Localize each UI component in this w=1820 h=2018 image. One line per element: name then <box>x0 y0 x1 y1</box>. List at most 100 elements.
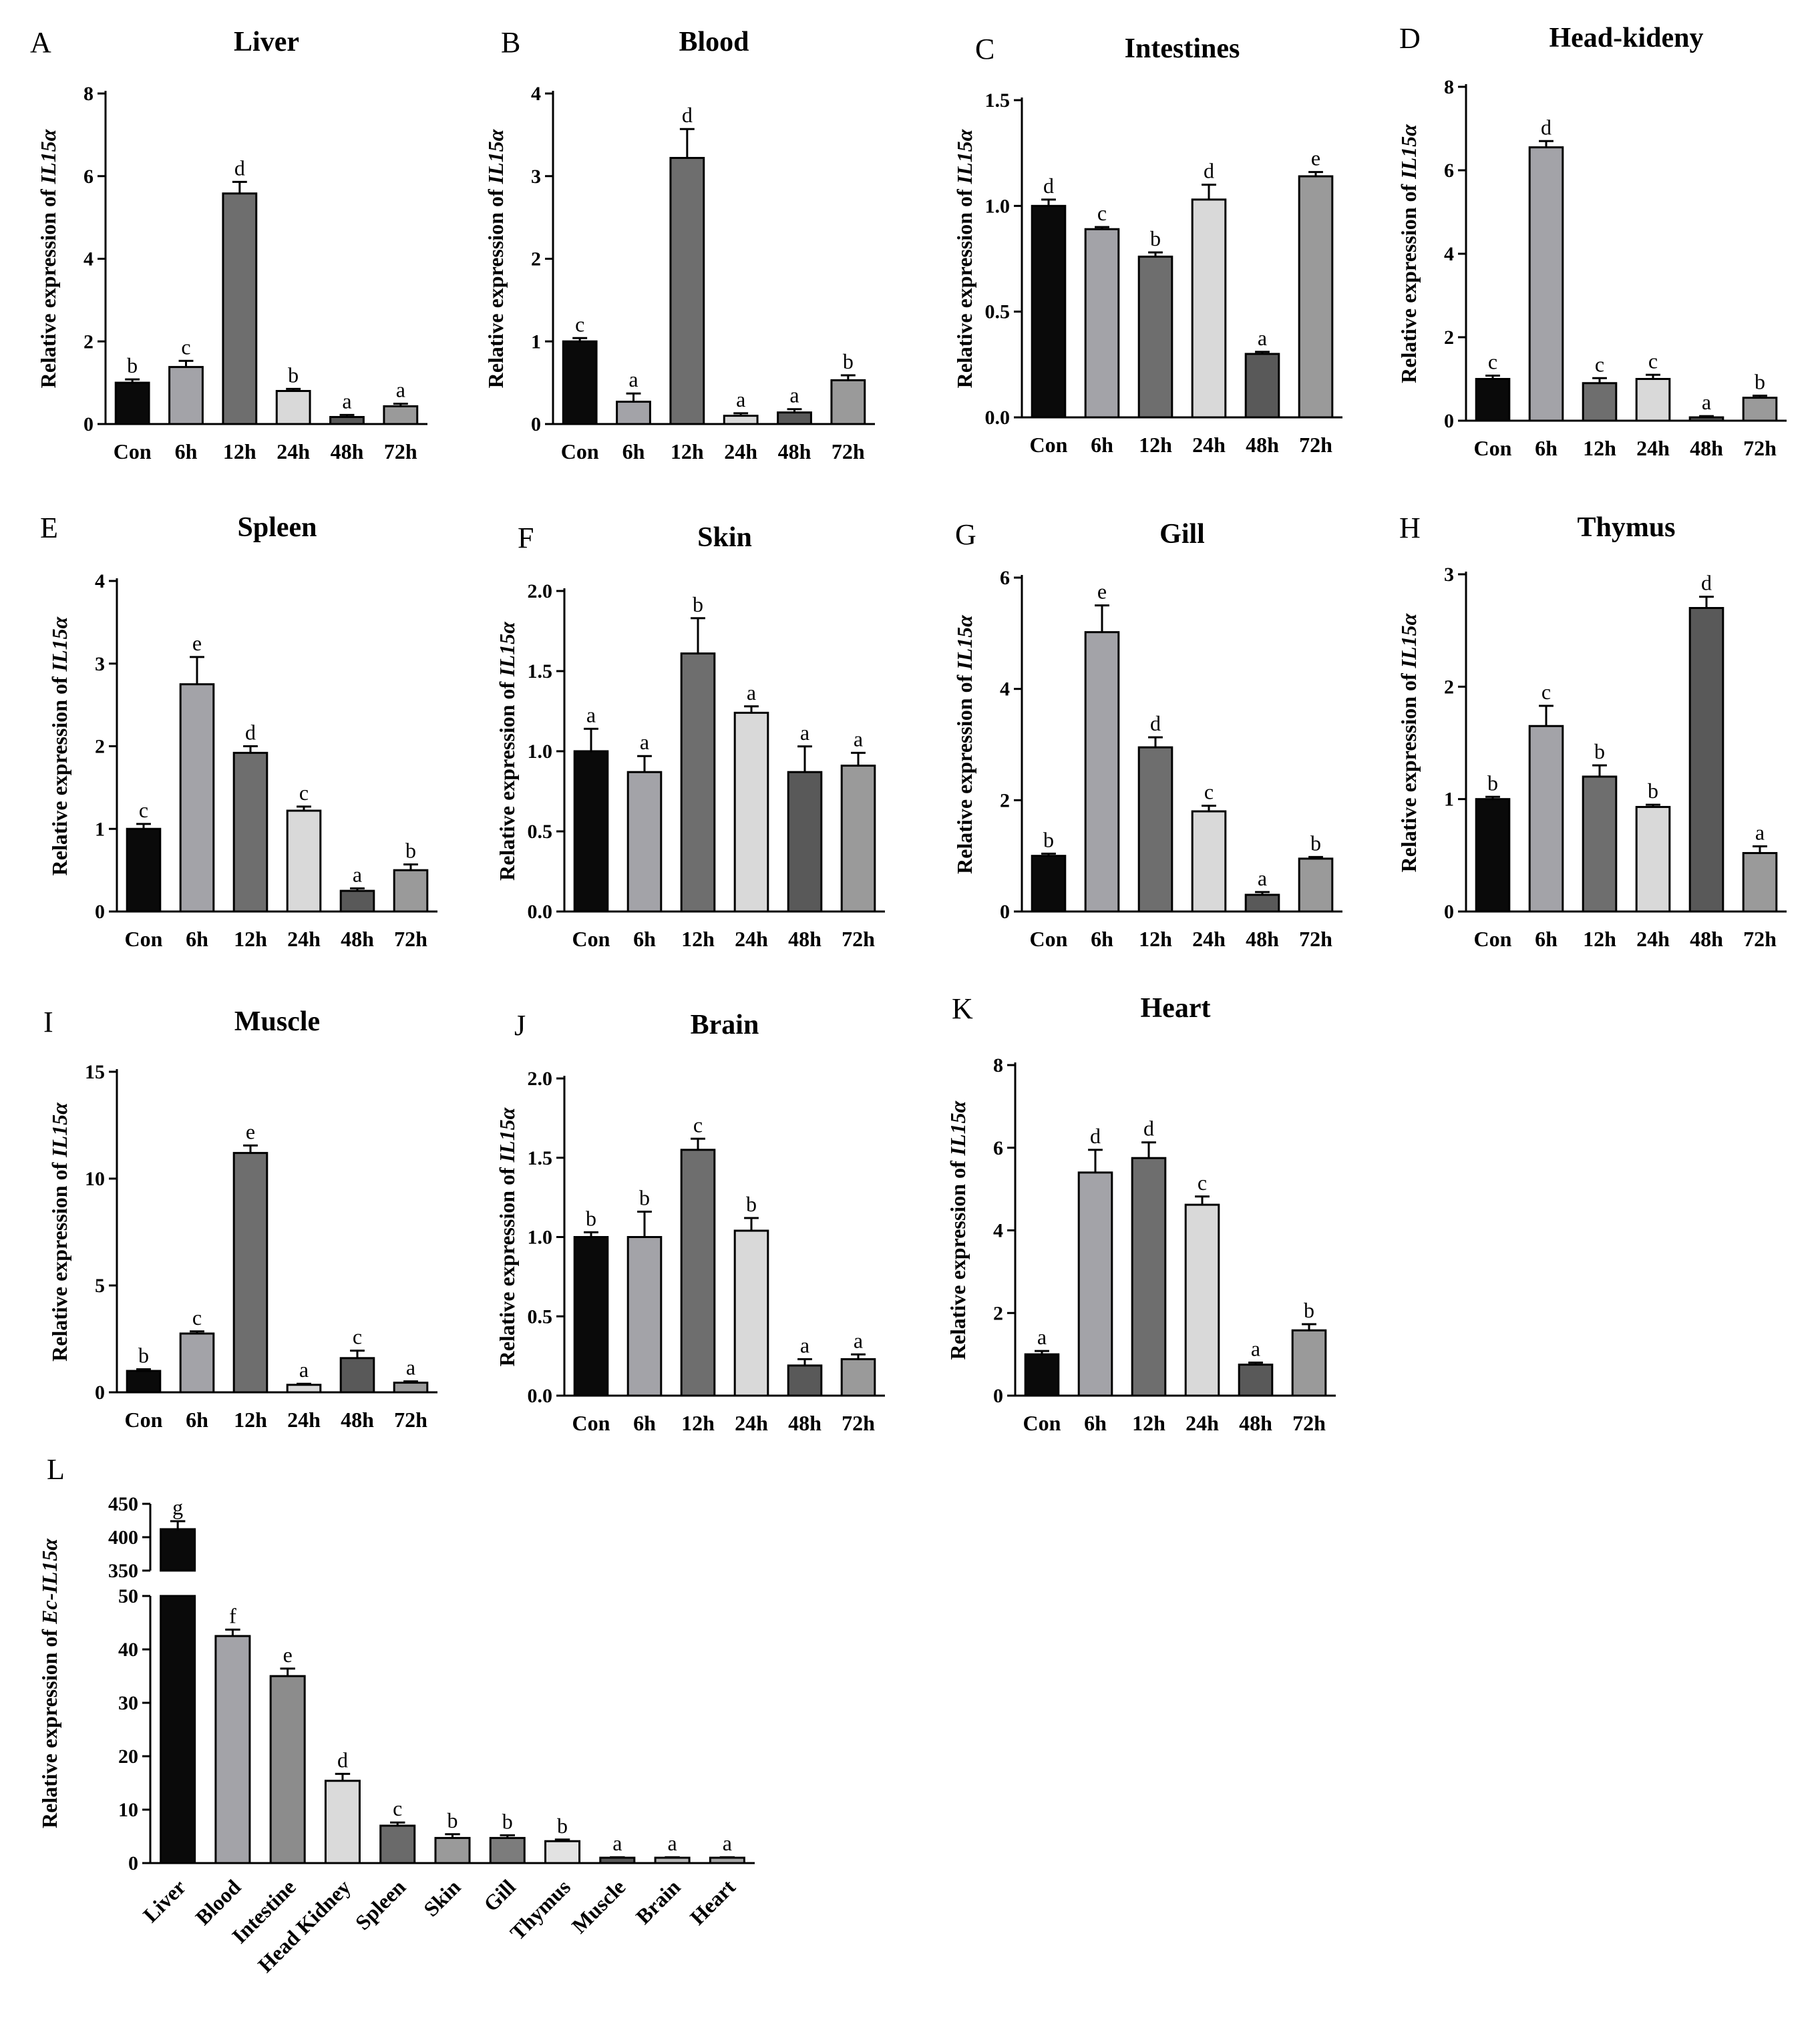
panel-letter: J <box>514 1009 526 1042</box>
bar <box>179 1332 215 1394</box>
bar <box>840 765 876 913</box>
y-axis-label: Relative expression of IL15α <box>946 1100 970 1360</box>
significance-label: c <box>1488 350 1497 374</box>
significance-label: a <box>406 1356 415 1380</box>
significance-label: b <box>1304 1298 1314 1322</box>
y-tick-label: 2 <box>1444 676 1454 698</box>
bar <box>379 1824 416 1864</box>
panel-letter: K <box>952 992 973 1025</box>
panel-G: G Gill 0 2 4 6 Relative expression of IL15α b Co… <box>952 518 1342 951</box>
bar <box>599 1856 636 1864</box>
x-tick-label: Con <box>1023 1411 1061 1435</box>
bar <box>680 652 716 913</box>
y-tick-label: 3 <box>1444 564 1454 586</box>
y-tick-label: 15 <box>85 1061 105 1083</box>
x-tick-label: Con <box>572 927 610 951</box>
x-tick-label: 6h <box>633 927 656 951</box>
x-tick-label: 12h <box>1139 433 1172 457</box>
bar <box>1084 631 1120 913</box>
significance-label: d <box>682 103 693 127</box>
y-axis-label-prefix: Relative expression of <box>36 184 60 388</box>
x-tick-label: 12h <box>671 439 704 463</box>
bar <box>1742 397 1778 422</box>
x-tick-label: 72h <box>842 1411 875 1435</box>
significance-label: d <box>234 156 245 180</box>
bar <box>616 401 651 425</box>
bar <box>573 750 609 913</box>
bar <box>1528 146 1564 422</box>
bar <box>1635 805 1671 913</box>
bar <box>1238 1364 1274 1397</box>
significance-label: e <box>1097 580 1107 604</box>
significance-label: c <box>1595 352 1604 376</box>
bar <box>1024 1353 1060 1397</box>
panel-K: K Heart 0 2 4 6 8 Relative expression of IL15α a… <box>946 992 1336 1435</box>
significance-label: a <box>299 1358 309 1382</box>
bar <box>1191 198 1227 419</box>
bar <box>114 381 150 425</box>
significance-label: b <box>843 349 854 373</box>
x-tick-label: 48h <box>1246 927 1279 951</box>
bar <box>733 1229 769 1397</box>
y-tick-label: 1 <box>95 818 105 840</box>
bar <box>1475 798 1511 913</box>
y-tick-label: 3 <box>95 653 105 675</box>
y-axis-label-prefix: Relative expression of <box>47 671 71 875</box>
x-tick-label: 12h <box>1583 436 1616 460</box>
y-tick-label: 50 <box>118 1585 138 1607</box>
significance-label: b <box>405 838 416 862</box>
panel-C: C Intestines 0.0 0.5 1.0 1.5 Relative expressi… <box>952 33 1342 457</box>
panel-D: D Head-kideny 0 2 4 6 8 Relative expression of … <box>1397 22 1787 460</box>
y-tick-label: 1.5 <box>528 1147 553 1169</box>
y-tick-label: 0.5 <box>528 1305 553 1328</box>
bar <box>275 390 311 425</box>
x-tick-label: 24h <box>1636 927 1670 951</box>
x-tick-label: Skin <box>419 1874 466 1921</box>
x-tick-label: 24h <box>735 1411 768 1435</box>
significance-label: a <box>1251 1337 1260 1361</box>
y-axis-label-gene: IL15α <box>946 1100 970 1156</box>
panel-title: Head-kideny <box>1549 23 1703 53</box>
x-tick-label: 24h <box>287 1408 321 1432</box>
panel-L: L 0 10 20 30 40 50 350 400 450 Relative expression… <box>37 1453 755 1977</box>
significance-label: a <box>342 389 351 413</box>
x-tick-label: 72h <box>832 439 865 463</box>
x-tick-label: 6h <box>1084 1411 1107 1435</box>
y-tick-label: 2 <box>83 331 94 353</box>
y-tick-label: 1.5 <box>528 660 553 682</box>
panel-J: J Brain 0.0 0.5 1.0 1.5 2.0 Relative expression… <box>495 1009 885 1435</box>
panel-letter: F <box>518 522 534 554</box>
significance-label: c <box>575 312 584 336</box>
y-tick-label: 0 <box>531 413 541 435</box>
bar <box>324 1780 361 1864</box>
x-tick-label: Muscle <box>567 1874 630 1938</box>
significance-label: b <box>1150 226 1161 250</box>
y-tick-label: 4 <box>1444 243 1454 265</box>
y-axis-label-gene: IL15α <box>952 614 976 670</box>
significance-label: c <box>1648 349 1658 373</box>
significance-label: e <box>283 1643 293 1667</box>
bar <box>383 405 419 425</box>
significance-label: a <box>789 383 799 407</box>
x-tick-label: 48h <box>1690 927 1723 951</box>
significance-label: c <box>1097 201 1107 225</box>
significance-label: a <box>1258 326 1267 350</box>
bar <box>626 771 663 913</box>
y-axis-label-gene: IL15α <box>495 1106 519 1163</box>
significance-label: b <box>1594 739 1605 763</box>
y-axis-label-gene: IL15α <box>47 616 71 672</box>
significance-label: a <box>586 702 596 727</box>
significance-label: a <box>747 680 756 704</box>
y-tick-label: 8 <box>993 1054 1003 1076</box>
x-tick-label: 72h <box>394 1408 427 1432</box>
bar <box>777 411 812 425</box>
bar <box>339 1357 375 1394</box>
panel-letter: H <box>1399 512 1421 544</box>
x-tick-label: 24h <box>735 927 768 951</box>
x-tick-label: Con <box>1030 927 1068 951</box>
bar <box>168 366 204 425</box>
bar <box>393 869 429 913</box>
panel-title: Intestines <box>1125 33 1240 64</box>
significance-label: c <box>1541 680 1551 704</box>
significance-label: c <box>1204 780 1214 804</box>
